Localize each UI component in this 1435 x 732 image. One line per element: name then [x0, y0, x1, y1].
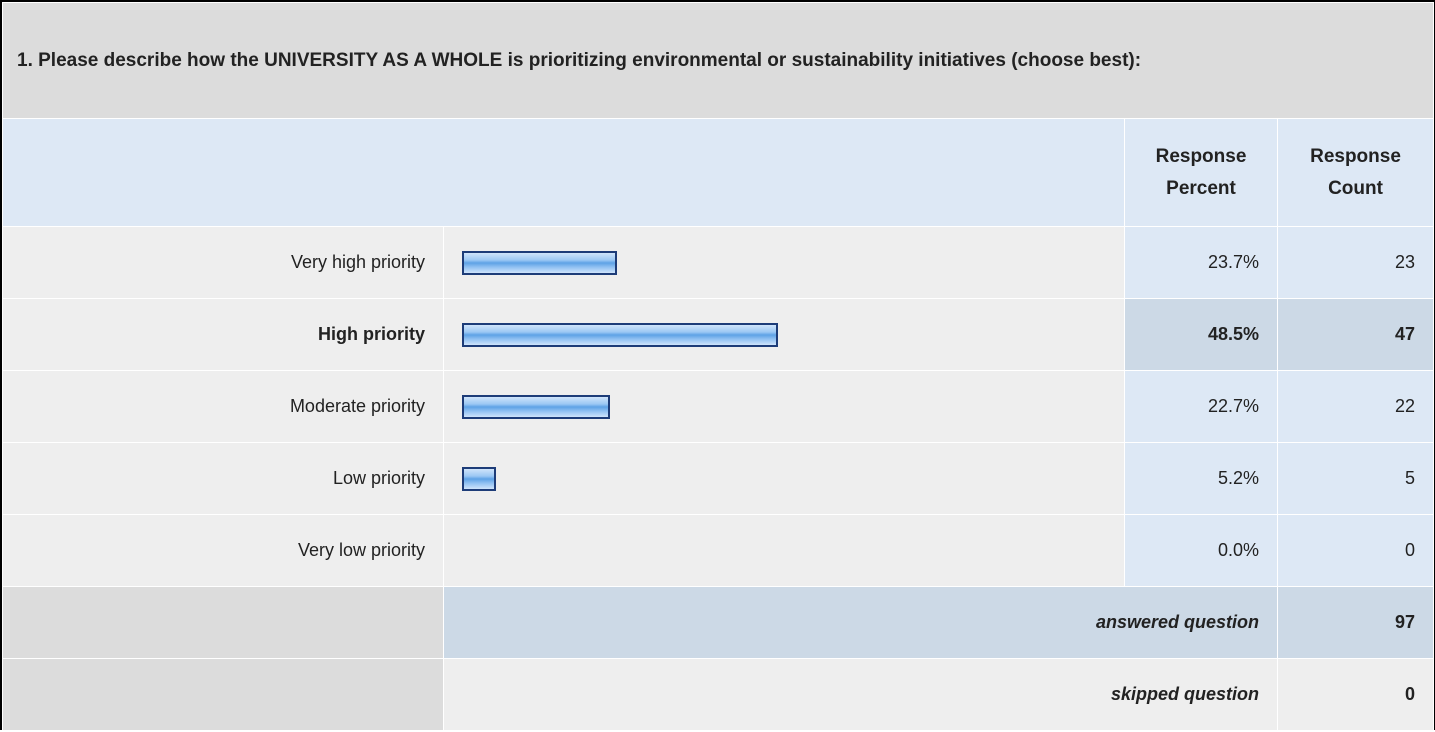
row-label: Moderate priority: [2, 370, 444, 443]
footer-value: 0: [1277, 658, 1434, 731]
response-percent: 23.7%: [1124, 226, 1278, 299]
row-label: Very high priority: [2, 226, 444, 299]
row-label: Low priority: [2, 442, 444, 515]
header: Response Count: [1277, 118, 1434, 227]
bar-cell: [443, 514, 1125, 587]
bar: [462, 394, 610, 419]
footer-row: skipped question 0: [2, 658, 1434, 731]
row: Very low priority 0.0% 0: [2, 514, 1434, 587]
footer-label: skipped question: [443, 658, 1278, 731]
response-percent: 0.0%: [1124, 514, 1278, 587]
response-count: 0: [1277, 514, 1434, 587]
row: High priority 48.5% 47: [2, 298, 1434, 371]
response-count: 5: [1277, 442, 1434, 515]
header-blank: [2, 118, 1125, 227]
header: Response Percent: [1124, 118, 1278, 227]
response-count: 47: [1277, 298, 1434, 371]
question: 1. Please describe how the UNIVERSITY AS…: [2, 2, 1434, 119]
response-count: 22: [1277, 370, 1434, 443]
bar: [462, 322, 779, 347]
row: Low priority 5.2% 5: [2, 442, 1434, 515]
footer-value: 97: [1277, 586, 1434, 659]
response-percent: 5.2%: [1124, 442, 1278, 515]
footer-row: answered question 97: [2, 586, 1434, 659]
row-label: High priority: [2, 298, 444, 371]
response-percent: 48.5%: [1124, 298, 1278, 371]
footer-blank: [2, 586, 444, 659]
row: Very high priority 23.7% 23: [2, 226, 1434, 299]
row-label: Very low priority: [2, 514, 444, 587]
row: Moderate priority 22.7% 22: [2, 370, 1434, 443]
response-percent: 22.7%: [1124, 370, 1278, 443]
bar: [462, 250, 617, 275]
bar-cell: [443, 442, 1125, 515]
response-count: 23: [1277, 226, 1434, 299]
bar: [462, 466, 496, 491]
bar-cell: [443, 298, 1125, 371]
footer-label: answered question: [443, 586, 1278, 659]
footer-blank: [2, 658, 444, 731]
bar-cell: [443, 370, 1125, 443]
bar-cell: [443, 226, 1125, 299]
